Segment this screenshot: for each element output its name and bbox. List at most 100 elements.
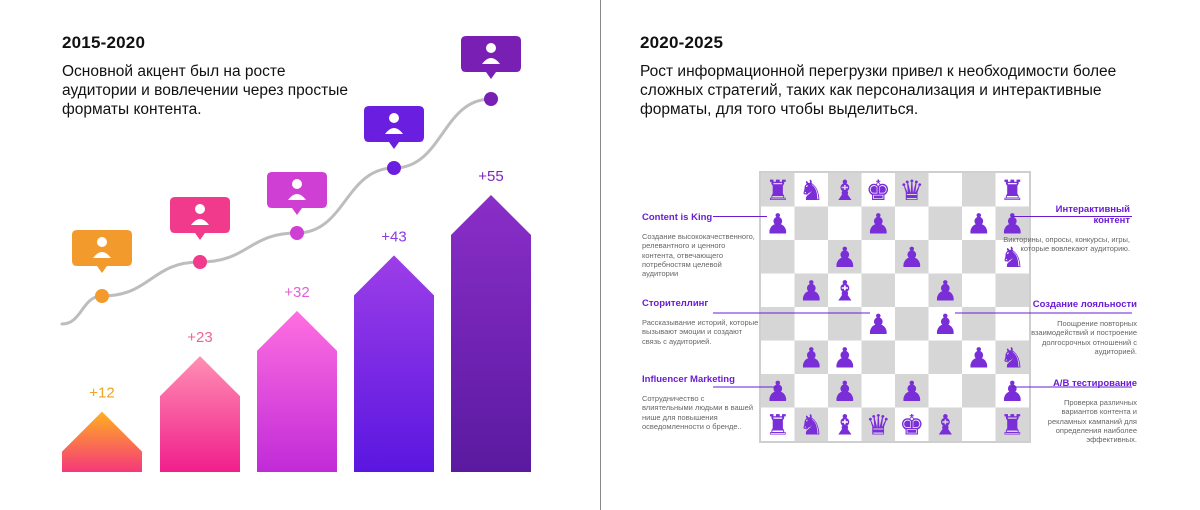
chess-square — [761, 206, 795, 240]
user-head — [389, 113, 399, 123]
bar-3 — [257, 310, 337, 472]
chess-piece: ♜ — [765, 408, 790, 441]
chess-piece: ♚ — [866, 174, 891, 207]
user-bubble — [170, 197, 230, 240]
user-head — [292, 179, 302, 189]
strategy-ab-testing: A/B тестирование Проверка различных вари… — [982, 378, 1137, 444]
chess-square — [995, 173, 1029, 207]
user-icon — [461, 36, 521, 79]
chess-square — [828, 374, 862, 408]
chess-piece: ♛ — [866, 408, 891, 441]
user-bubble — [72, 230, 132, 273]
chess-square — [861, 240, 895, 274]
strategy-title: Сторителлинг — [642, 298, 709, 309]
chess-square — [794, 173, 828, 207]
chess-piece: ♟ — [899, 375, 924, 408]
left-panel-title: 2015-2020 — [62, 33, 146, 52]
user-bubble — [364, 106, 424, 149]
user-body — [288, 194, 306, 200]
trend-marker — [95, 289, 109, 303]
chess-square — [861, 407, 895, 441]
chess-piece: ♟ — [1000, 207, 1025, 240]
user-icon — [170, 197, 230, 240]
strategy-description: Создание высококачественного, релевантно… — [642, 232, 755, 279]
chess-piece: ♞ — [1000, 341, 1025, 374]
trend-marker — [290, 226, 304, 240]
strategy-title: Influencer Marketing — [642, 374, 735, 385]
strategy-description: Сотрудничество с влиятельными людьми в в… — [642, 394, 754, 431]
chess-piece: ♟ — [966, 341, 991, 374]
chess-square — [761, 173, 795, 207]
chess-square — [928, 374, 962, 408]
strategy-description: Проверка различных вариантов контента и … — [1047, 398, 1137, 445]
chess-square — [761, 273, 795, 307]
chess-piece: ♟ — [799, 274, 824, 307]
chess-piece: ♝ — [832, 408, 857, 441]
chess-square — [895, 307, 929, 341]
chess-square — [828, 173, 862, 207]
chess-square — [861, 374, 895, 408]
chess-piece: ♟ — [832, 241, 857, 274]
user-head — [486, 43, 496, 53]
chess-square — [895, 273, 929, 307]
chess-square — [794, 374, 828, 408]
chess-square — [995, 374, 1029, 408]
bar-2 — [160, 356, 240, 472]
chess-square — [828, 307, 862, 341]
chess-square — [995, 273, 1029, 307]
chess-square — [828, 407, 862, 441]
chess-piece: ♞ — [1000, 241, 1025, 274]
chess-square — [995, 407, 1029, 441]
user-icon — [364, 106, 424, 149]
chess-square — [895, 340, 929, 374]
chess-square — [761, 240, 795, 274]
user-body — [93, 252, 111, 258]
chess-piece: ♞ — [799, 174, 824, 207]
chess-square — [928, 173, 962, 207]
chess-piece: ♟ — [832, 375, 857, 408]
chess-square — [928, 407, 962, 441]
chess-square — [761, 374, 795, 408]
right-panel-title: 2020-2025 — [640, 33, 724, 52]
chess-square — [962, 340, 996, 374]
chess-square — [962, 273, 996, 307]
bar-value-label: +32 — [284, 284, 309, 301]
user-body — [482, 58, 500, 64]
user-head — [195, 204, 205, 214]
chess-piece: ♜ — [1000, 408, 1025, 441]
chess-square — [995, 240, 1029, 274]
bar-value-label: +12 — [89, 385, 114, 402]
chess-square — [794, 407, 828, 441]
chess-square — [794, 273, 828, 307]
panel-divider — [600, 0, 601, 510]
strategy-description: Поощрение повторных взаимодействий и пос… — [1031, 319, 1137, 356]
chess-piece: ♝ — [933, 408, 958, 441]
chess-square — [828, 273, 862, 307]
user-icon — [72, 230, 132, 273]
bar-5 — [451, 195, 531, 472]
trend-marker — [484, 92, 498, 106]
bar-value-label: +55 — [478, 168, 503, 185]
strategy-interactive-content: Интерактивный контент Викторины, опросы,… — [982, 204, 1130, 254]
strategy-title: Создание лояльности — [1032, 299, 1137, 310]
chess-square — [962, 173, 996, 207]
user-body — [385, 128, 403, 134]
user-bubble — [267, 172, 327, 215]
chess-piece: ♝ — [832, 274, 857, 307]
chess-piece: ♟ — [933, 274, 958, 307]
chess-square — [761, 340, 795, 374]
chess-square — [895, 407, 929, 441]
bar-4 — [354, 255, 434, 472]
trend-marker — [193, 255, 207, 269]
growth-chart: +12 +23 +32 +43 +55 — [60, 36, 531, 472]
chess-square — [995, 340, 1029, 374]
strategy-title: Content is King — [642, 212, 713, 223]
strategy-loyalty: Создание лояльности Поощрение повторных … — [982, 299, 1137, 356]
chess-piece: ♟ — [966, 207, 991, 240]
chess-square — [828, 340, 862, 374]
chess-square — [794, 340, 828, 374]
strategy-description: Викторины, опросы, конкурсы, игры, котор… — [1003, 235, 1130, 254]
user-body — [191, 219, 209, 225]
chess-piece: ♚ — [899, 408, 924, 441]
